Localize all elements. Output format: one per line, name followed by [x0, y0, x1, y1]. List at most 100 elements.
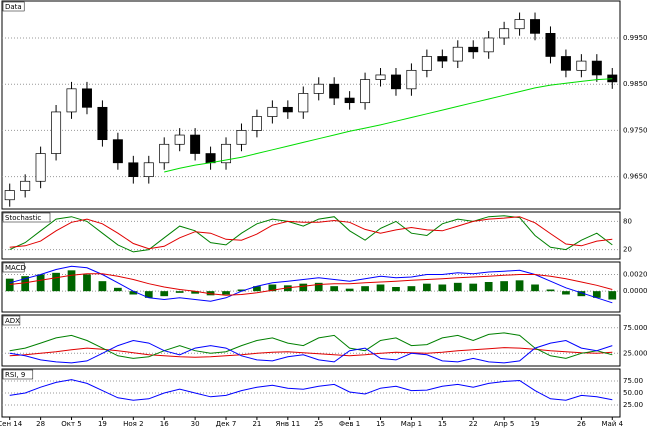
panel-title-box	[2, 212, 51, 223]
indicator-line	[9, 339, 613, 364]
candle-body	[112, 139, 123, 164]
histogram-bar	[577, 291, 586, 297]
histogram-bar	[453, 282, 462, 292]
candle-body	[51, 111, 62, 154]
candle-body	[128, 162, 139, 177]
indicator-line	[9, 379, 613, 401]
candle-body	[421, 56, 432, 71]
histogram-bar	[608, 291, 617, 300]
y-tick-label: 0.9850	[623, 80, 648, 88]
candle-body	[174, 134, 185, 145]
indicator-line	[9, 265, 613, 304]
x-tick-label: 19	[531, 420, 540, 428]
histogram-bar	[438, 284, 447, 292]
x-tick-label: 22	[469, 420, 478, 428]
histogram-bar	[52, 272, 60, 292]
histogram-bar	[36, 274, 45, 292]
candle-body	[329, 83, 340, 99]
indicator-line	[164, 78, 613, 173]
x-tick-label: Янв 11	[275, 420, 300, 428]
histogram-bar	[314, 282, 323, 292]
histogram-bar	[407, 286, 416, 292]
candle-body	[591, 60, 602, 76]
candle-body	[406, 69, 417, 90]
indicator-line	[9, 273, 613, 296]
indicator-line	[9, 216, 613, 250]
candle-body	[97, 106, 108, 141]
candle-body	[221, 143, 232, 164]
candle-body	[530, 19, 541, 34]
histogram-bar	[392, 287, 400, 292]
y-tick-label: 0.9650	[623, 173, 648, 181]
candle-body	[375, 74, 386, 80]
histogram-bar	[253, 286, 261, 292]
x-tick-label: 15	[438, 420, 447, 428]
x-tick-label: Ноя 2	[123, 420, 143, 428]
panel-title-box	[2, 1, 25, 12]
histogram-bar	[330, 286, 339, 292]
panel-title: RSI, 9	[5, 371, 25, 379]
x-tick-label: 16	[160, 420, 169, 428]
histogram-bar	[175, 291, 184, 293]
candle-body	[20, 180, 31, 191]
histogram-bar	[484, 282, 493, 292]
candle-body	[514, 19, 525, 30]
candle-body	[468, 46, 479, 53]
y-tick-label: 0.0000	[623, 287, 648, 295]
panel-title: Data	[5, 3, 22, 11]
x-tick-label: 30	[191, 420, 200, 428]
histogram-bar	[562, 291, 570, 295]
panel-frame	[1, 314, 621, 367]
histogram-bar	[5, 278, 14, 292]
candle-body	[143, 162, 154, 177]
histogram-bar	[500, 281, 508, 292]
y-tick-label: 75.00	[623, 377, 643, 385]
histogram-bar	[98, 281, 107, 292]
histogram-bar	[515, 280, 524, 292]
candle-body	[236, 130, 247, 145]
candle-body	[483, 37, 494, 53]
candle-body	[190, 134, 201, 154]
panel-title: MACD	[5, 264, 26, 272]
histogram-bar	[299, 283, 308, 292]
x-tick-label: 25	[314, 420, 323, 428]
y-tick-label: 75.000	[623, 324, 648, 332]
x-tick-label: Окт 5	[61, 420, 82, 428]
x-tick-label: 19	[98, 420, 107, 428]
indicator-line	[9, 332, 613, 359]
histogram-bar	[191, 291, 199, 294]
candle-body	[66, 88, 77, 113]
histogram-bar	[531, 284, 539, 292]
panel-title: Stochastic	[5, 214, 41, 222]
candle-body	[4, 190, 15, 201]
histogram-bar	[67, 270, 76, 292]
y-tick-label: 80	[623, 217, 632, 225]
panel-frame	[1, 211, 621, 260]
histogram-bar	[361, 286, 369, 292]
x-tick-label: Мар 1	[401, 420, 422, 428]
x-tick-label: Фев 1	[339, 420, 360, 428]
candle-body	[282, 106, 293, 113]
histogram-bar	[129, 291, 138, 295]
histogram-bar	[423, 283, 431, 292]
candle-body	[390, 74, 401, 90]
histogram-bar	[114, 287, 122, 292]
x-tick-label: 21	[252, 420, 261, 428]
panel-frame	[1, 261, 621, 313]
candle-body	[545, 33, 556, 57]
candle-body	[452, 46, 463, 62]
candle-body	[205, 153, 216, 164]
histogram-bar	[592, 291, 601, 298]
panel-title: ADX	[5, 317, 20, 325]
y-tick-label: 20	[623, 246, 632, 254]
histogram-bar	[144, 291, 153, 298]
histogram-bar	[83, 274, 91, 292]
histogram-bar	[160, 291, 169, 297]
candle-body	[267, 106, 278, 117]
histogram-bar	[237, 289, 246, 292]
x-tick-label: Сен 14	[0, 420, 23, 428]
panel-title-box	[2, 369, 34, 380]
histogram-bar	[21, 276, 30, 292]
histogram-bar	[268, 284, 277, 292]
candle-body	[251, 116, 262, 131]
